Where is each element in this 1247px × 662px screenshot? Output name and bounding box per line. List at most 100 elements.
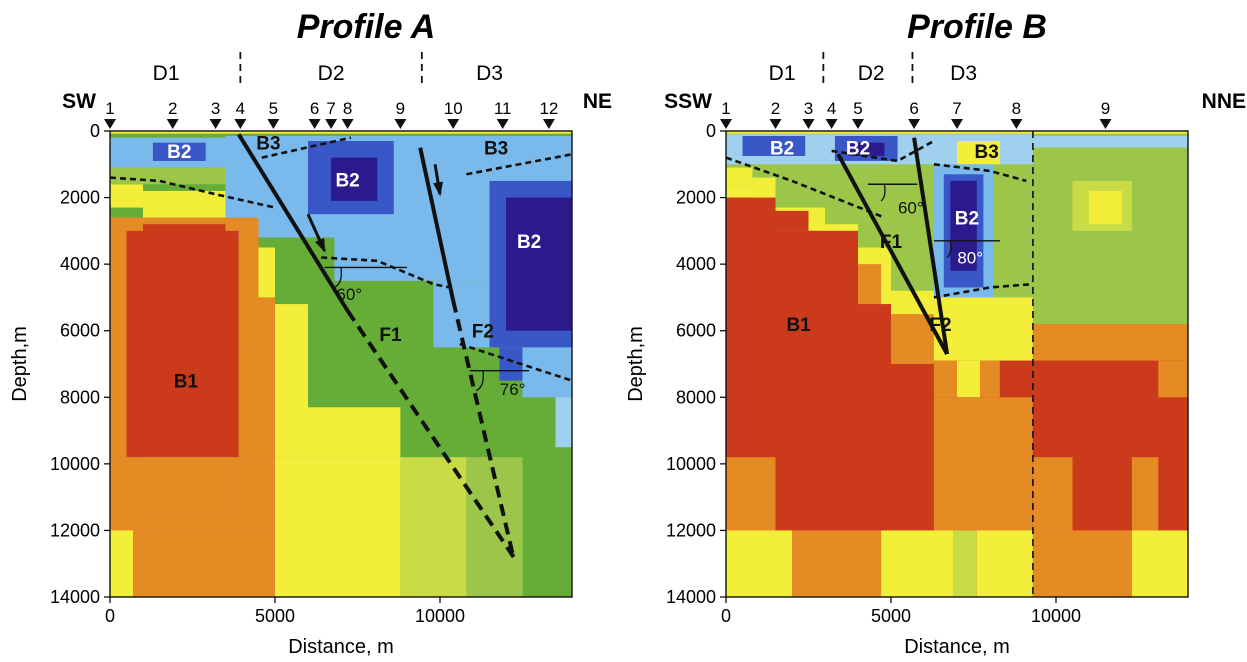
y-tick-label: 4000 [60, 254, 100, 274]
station-marker [308, 119, 321, 129]
fault-line [345, 309, 518, 562]
direction-left: SW [62, 90, 96, 113]
heatmap-cell [133, 530, 275, 597]
heatmap-cell [275, 304, 308, 458]
heatmap-cell [238, 230, 259, 348]
heatmap-cell [1089, 190, 1122, 225]
block-label: B2 [770, 139, 794, 160]
block-label: B2 [167, 142, 191, 163]
heatmap-cell [976, 530, 1033, 597]
block-label: B2 [846, 139, 870, 160]
y-tick-label: 8000 [60, 387, 100, 407]
heatmap-cell [957, 360, 981, 398]
station-marker [852, 119, 864, 129]
y-tick-label: 2000 [676, 188, 716, 208]
heatmap-cell [1131, 457, 1159, 531]
boundary-line [726, 156, 885, 219]
heatmap-cell [742, 135, 806, 156]
station-marker [825, 119, 838, 129]
station-label: 2 [771, 99, 780, 118]
boundary-line [933, 282, 1034, 299]
y-tick-label: 12000 [666, 520, 716, 540]
boundary-line [466, 153, 572, 176]
direction-left: SSW [664, 90, 712, 113]
heatmap-cell [522, 457, 572, 597]
heatmap-cell [933, 397, 1033, 531]
heatmap-cell [726, 131, 1188, 134]
station-label: 1 [721, 99, 730, 118]
block-label: B2 [517, 232, 541, 253]
boundary-line [831, 139, 935, 163]
heatmap-cell [238, 347, 259, 458]
station-label: 9 [396, 99, 405, 118]
fault-line [451, 300, 515, 555]
station-label: 3 [211, 99, 220, 118]
station-marker [1010, 119, 1023, 129]
block-label: B3 [975, 142, 999, 163]
station-marker [720, 119, 732, 129]
y-tick-label: 8000 [676, 387, 716, 407]
heatmap-cell [891, 364, 934, 531]
heatmap-cell [848, 142, 885, 156]
angle-label: 60° [336, 285, 362, 304]
angle-label: 80° [957, 248, 983, 267]
heatmap-cell [1032, 324, 1188, 361]
block-label: B3 [256, 134, 280, 155]
y-tick-label: 14000 [666, 587, 716, 607]
station-label: 4 [827, 99, 836, 118]
heatmap-cell [1032, 147, 1188, 325]
y-tick-label: 6000 [60, 321, 100, 341]
station-label: 9 [1101, 99, 1110, 118]
heatmap-cell [726, 167, 753, 185]
chart-title: Profile A [297, 8, 436, 46]
block-label: B3 [484, 139, 508, 160]
heatmap-cell [980, 360, 1000, 398]
panel-profile-b: B2 B2 B3 B2 F1 F2 B1 60° 80° 0 2000 4000 6000 8000 100… [625, 8, 1246, 658]
domain-label: D2 [318, 62, 345, 85]
y-tick-label: 0 [90, 121, 100, 141]
x-axis-label: Distance, m [288, 636, 394, 658]
block-label: F2 [472, 322, 494, 343]
heatmap-cell [881, 530, 954, 597]
station-marker [394, 119, 407, 129]
boundary-line [261, 136, 352, 159]
y-tick-label: 10000 [50, 454, 100, 474]
heatmap-cell [275, 457, 318, 597]
station-label: 7 [952, 99, 961, 118]
heatmap-cell [110, 530, 134, 597]
heatmap-cell [499, 347, 523, 381]
block-label: B1 [786, 315, 811, 336]
heatmap-cell [775, 230, 858, 531]
angle-label: 76° [500, 380, 526, 399]
angle-arc [475, 370, 484, 392]
heatmap-cell [143, 457, 239, 514]
station-marker [104, 119, 116, 129]
station-label: 6 [310, 99, 319, 118]
fault-line [912, 137, 950, 355]
block-label: B2 [335, 170, 359, 191]
station-label: 5 [269, 99, 278, 118]
station-marker [769, 119, 782, 129]
x-tick-label: 0 [105, 606, 115, 626]
heatmap-cell [933, 297, 1033, 361]
station-label: 7 [326, 99, 335, 118]
fault-line [836, 153, 949, 355]
heatmap-cell [317, 457, 401, 597]
domain-label: D3 [476, 62, 503, 85]
heatmap-cell [726, 530, 792, 597]
heatmap-cell [506, 197, 572, 331]
station-marker [234, 119, 247, 129]
domain-label: D1 [153, 62, 180, 85]
y-tick-label: 6000 [676, 321, 716, 341]
y-axis-label: Depth,m [9, 326, 31, 402]
plot-frame [725, 130, 1189, 598]
heatmap-cell [331, 157, 378, 201]
station-label: 3 [804, 99, 813, 118]
angle-arc [334, 267, 342, 289]
y-tick-label: 10000 [666, 454, 716, 474]
station-marker [1099, 119, 1112, 129]
heatmap-cell [999, 360, 1033, 398]
domain-label: D3 [950, 62, 977, 85]
domain-label: D2 [858, 62, 885, 85]
